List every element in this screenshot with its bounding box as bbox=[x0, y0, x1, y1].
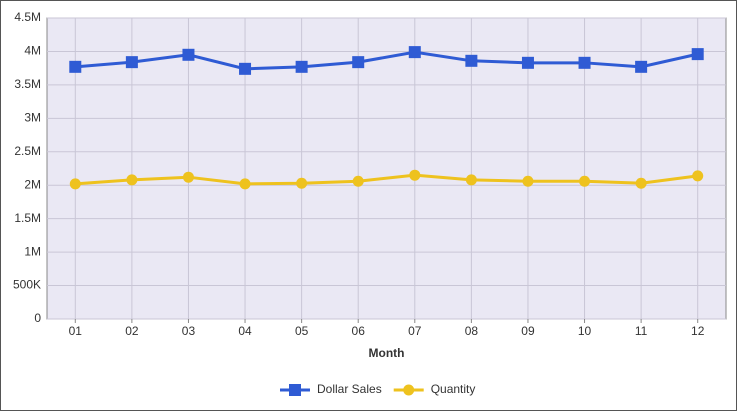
data-point bbox=[692, 170, 704, 182]
data-point bbox=[295, 60, 308, 73]
x-tick-label: 01 bbox=[69, 324, 83, 338]
data-point bbox=[125, 56, 138, 69]
x-tick-label: 03 bbox=[182, 324, 196, 338]
data-point bbox=[126, 174, 138, 186]
x-tick-label: 12 bbox=[691, 324, 705, 338]
y-tick-label: 4M bbox=[24, 44, 41, 58]
data-point bbox=[521, 56, 534, 69]
data-point bbox=[465, 54, 478, 67]
data-point bbox=[69, 178, 81, 190]
x-tick-label: 05 bbox=[295, 324, 309, 338]
data-point bbox=[352, 56, 365, 69]
y-tick-label: 500K bbox=[13, 278, 41, 292]
data-point bbox=[522, 175, 534, 187]
data-point bbox=[409, 169, 421, 181]
y-tick-label: 2.5M bbox=[14, 144, 41, 158]
data-point bbox=[408, 46, 421, 59]
data-point bbox=[635, 60, 648, 73]
data-point bbox=[465, 174, 477, 186]
x-axis-label: Month bbox=[369, 346, 405, 360]
data-point bbox=[578, 56, 591, 69]
legend-label: Quantity bbox=[431, 382, 476, 396]
series-line bbox=[75, 50, 699, 71]
data-point bbox=[69, 60, 82, 73]
x-tick-label: 07 bbox=[408, 324, 422, 338]
data-point bbox=[352, 175, 364, 187]
y-tick-label: 0 bbox=[34, 311, 41, 325]
x-tick-label: 11 bbox=[635, 324, 648, 338]
y-tick-label: 1M bbox=[24, 244, 41, 258]
x-tick-label: 02 bbox=[125, 324, 139, 338]
data-point bbox=[239, 62, 252, 75]
data-point bbox=[182, 171, 194, 183]
data-point bbox=[579, 175, 591, 187]
legend-label: Dollar Sales bbox=[317, 382, 382, 396]
data-point bbox=[635, 177, 647, 189]
x-tick-label: 10 bbox=[578, 324, 592, 338]
legend-marker bbox=[403, 384, 415, 396]
data-point bbox=[182, 48, 195, 61]
y-tick-label: 4.5M bbox=[14, 10, 41, 24]
y-tick-label: 3.5M bbox=[14, 77, 41, 91]
data-point bbox=[691, 48, 704, 61]
x-tick-label: 06 bbox=[352, 324, 366, 338]
x-tick-label: 08 bbox=[465, 324, 479, 338]
y-tick-label: 2M bbox=[24, 177, 41, 191]
data-point bbox=[239, 178, 251, 190]
plot-area bbox=[46, 17, 727, 320]
y-tick-label: 3M bbox=[24, 111, 41, 125]
y-tick-label: 1.5M bbox=[14, 211, 41, 225]
series-line bbox=[75, 173, 698, 186]
legend-marker bbox=[289, 384, 301, 396]
x-tick-label: 09 bbox=[521, 324, 535, 338]
x-tick-label: 04 bbox=[238, 324, 252, 338]
data-point bbox=[296, 177, 308, 189]
